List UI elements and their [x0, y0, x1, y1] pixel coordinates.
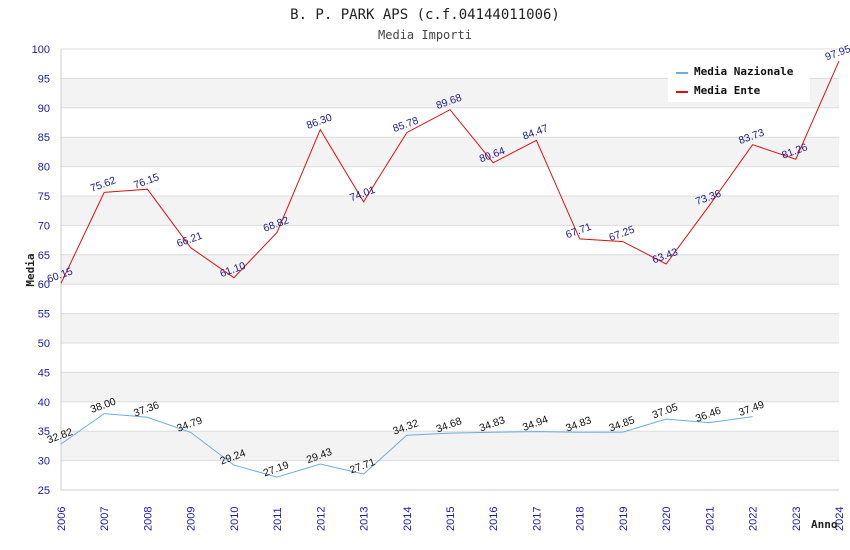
y-tick-label: 70 — [38, 220, 50, 232]
series-line-media-nazionale — [60, 413, 753, 478]
y-tick-label: 85 — [38, 132, 50, 144]
x-tick-label: 2008 — [142, 507, 154, 531]
grid-band — [61, 107, 839, 138]
grid-band — [61, 401, 839, 432]
y-tick-label: 55 — [38, 309, 50, 321]
y-tick-label: 95 — [38, 73, 50, 85]
x-tick-label: 2010 — [229, 507, 241, 531]
legend-label-ente: Media Ente — [694, 84, 761, 97]
legend: Media Nazionale Media Ente — [668, 60, 810, 102]
x-tick-label: 2021 — [704, 507, 716, 531]
x-tick-label: 2018 — [575, 507, 587, 531]
x-tick-label: 2011 — [272, 507, 284, 531]
y-tick-label: 65 — [38, 250, 50, 262]
x-tick-label: 2006 — [56, 507, 68, 531]
y-axis-label: Media — [24, 253, 37, 286]
x-tick-label: 2023 — [791, 507, 803, 531]
x-tick-label: 2013 — [359, 507, 371, 531]
grid-band — [61, 431, 839, 461]
legend-label-nazionale: Media Nazionale — [694, 65, 794, 78]
y-tick-label: 25 — [38, 485, 50, 497]
x-tick-label: 2022 — [748, 507, 760, 531]
legend-box — [668, 60, 810, 102]
series-line-media-ente — [60, 60, 840, 284]
x-tick-label: 2019 — [618, 507, 630, 531]
grid-bands — [61, 49, 839, 490]
y-tick-label: 100 — [32, 44, 50, 56]
series-lines — [60, 60, 840, 478]
y-tick-label: 90 — [38, 103, 50, 115]
x-tick-label: 2014 — [402, 507, 414, 531]
y-tick-label: 45 — [38, 367, 50, 379]
grid-band — [61, 137, 839, 167]
x-axis-label: Anno — [811, 518, 838, 531]
grid-band — [61, 196, 839, 226]
grid-band — [61, 284, 839, 314]
x-tick-label: 2016 — [488, 507, 500, 531]
y-tick-label: 80 — [38, 162, 50, 174]
y-tick-label: 35 — [38, 426, 50, 438]
grid-band — [61, 254, 839, 285]
y-tick-label: 50 — [38, 338, 50, 350]
y-tick-label: 30 — [38, 456, 50, 468]
grid-band — [61, 166, 839, 196]
y-tick-label: 75 — [38, 191, 50, 203]
y-tick-label: 60 — [38, 279, 50, 291]
y-tick-label: 40 — [38, 397, 50, 409]
grid-band — [61, 313, 839, 343]
chart-title: B. P. PARK APS (c.f.04144011006) — [290, 7, 560, 23]
x-tick-label: 2015 — [445, 507, 457, 531]
y-axis-ticks: 25 30 35 40 45 50 55 60 65 70 75 80 85 90 95 100 — [32, 44, 50, 497]
grid-band — [61, 372, 839, 402]
grid-band — [61, 343, 839, 373]
x-tick-label: 2012 — [315, 507, 327, 531]
x-tick-label: 2020 — [661, 507, 673, 531]
grid-band — [61, 460, 839, 490]
x-tick-label: 2017 — [531, 507, 543, 531]
chart-subtitle: Media Importi — [378, 28, 472, 42]
x-axis-ticks: 2006 2007 2008 2009 2010 2011 2012 2013 2014 2015… — [56, 507, 846, 531]
x-tick-label: 2024 — [834, 507, 846, 531]
x-tick-label: 2007 — [99, 507, 111, 531]
grid-band — [61, 225, 839, 255]
x-tick-label: 2009 — [186, 507, 198, 531]
